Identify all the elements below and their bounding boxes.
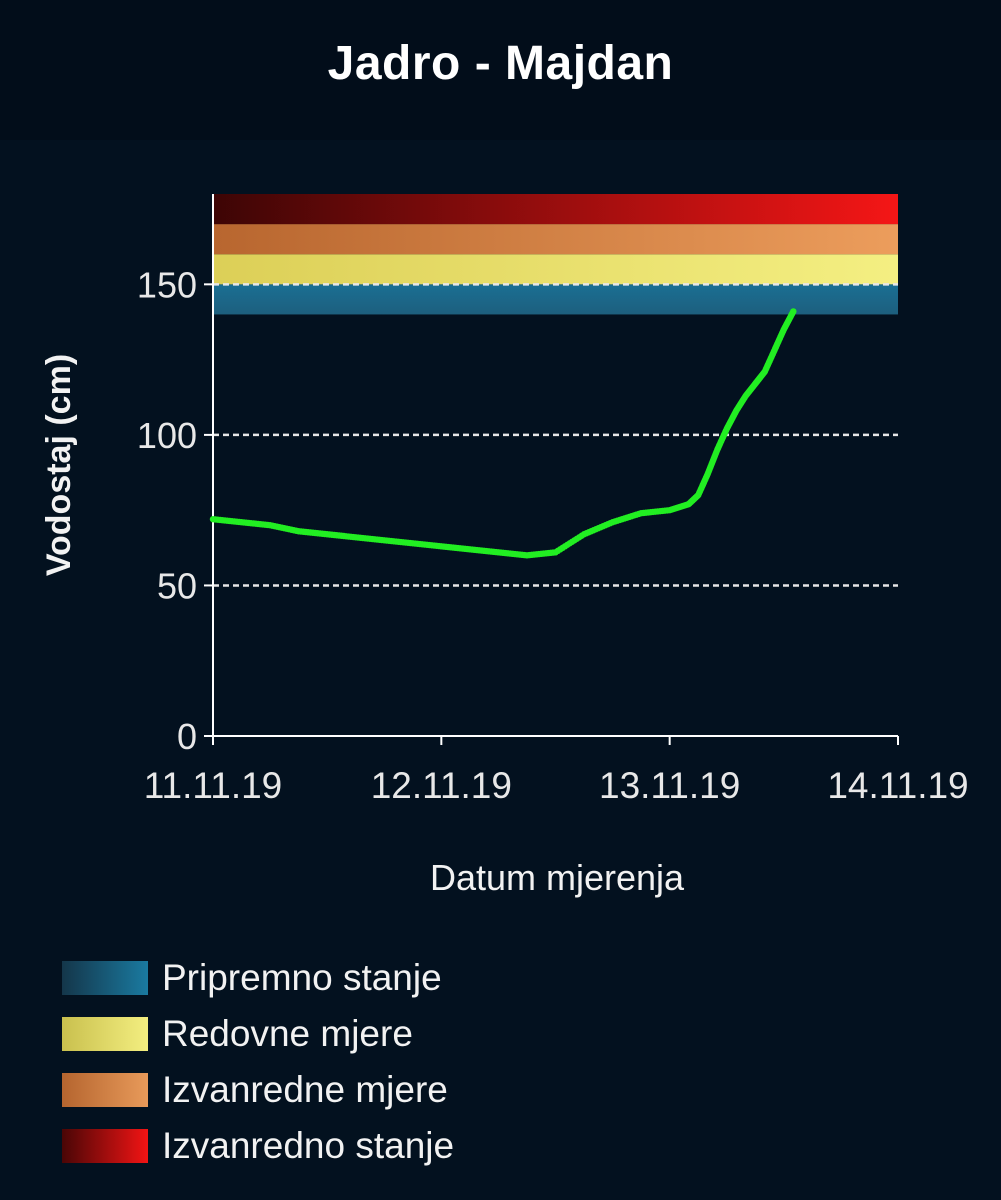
chart-title: Jadro - Majdan: [327, 37, 674, 90]
x-tick-label: 11.11.19: [144, 765, 283, 806]
y-tick-label: 150: [137, 264, 197, 305]
x-tick-label: 12.11.19: [371, 765, 512, 806]
threshold-band: [213, 224, 898, 255]
legend-label: Izvanredno stanje: [162, 1125, 455, 1166]
threshold-band: [213, 194, 898, 225]
y-axis-label: Vodostaj (cm): [40, 354, 78, 576]
legend-swatch: [62, 961, 148, 995]
legend-label: Pripremno stanje: [162, 957, 442, 998]
legend-item-izvanredno-stanje: Izvanredno stanje: [62, 1118, 454, 1174]
x-tick-label: 14.11.19: [827, 765, 968, 806]
y-tick-label: 0: [177, 716, 197, 757]
legend-label: Izvanredne mjere: [162, 1069, 448, 1110]
legend-swatch: [62, 1073, 148, 1107]
title-band: [0, 0, 1001, 140]
data-point: [790, 308, 797, 315]
x-axis-label: Datum mjerenja: [430, 857, 685, 898]
legend-label: Redovne mjere: [162, 1013, 413, 1054]
legend-item-izvanredne-mjere: Izvanredne mjere: [62, 1062, 454, 1118]
y-tick-label: 50: [157, 565, 197, 606]
legend: Pripremno stanje Redovne mjere Izvanredn…: [62, 950, 454, 1174]
x-tick-label: 13.11.19: [599, 765, 740, 806]
threshold-band: [213, 284, 898, 315]
legend-swatch: [62, 1017, 148, 1051]
chart-area: 0 50 100 150 11.11.19 12.11.19 13.11.19 14.11.1…: [40, 194, 969, 898]
legend-item-redovne: Redovne mjere: [62, 1006, 454, 1062]
threshold-band: [213, 254, 898, 285]
y-tick-label: 100: [137, 415, 197, 456]
legend-swatch: [62, 1129, 148, 1163]
legend-item-pripremno: Pripremno stanje: [62, 950, 454, 1006]
